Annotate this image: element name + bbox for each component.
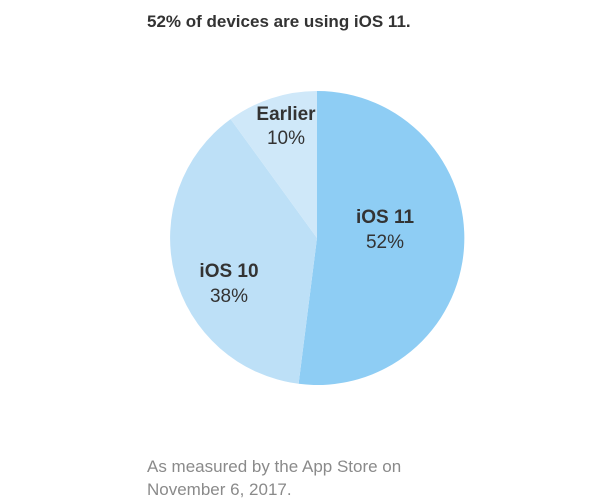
footnote-line1: As measured by the App Store on (147, 457, 402, 476)
slice-earlier (230, 91, 317, 238)
label-ios10-value: 38% (210, 286, 248, 307)
chart-title: 52% of devices are using iOS 11. (147, 12, 411, 31)
slice-ios11 (298, 90, 465, 385)
label-earlier-name: Earlier (256, 104, 316, 125)
label-earlier-value: 10% (267, 128, 305, 149)
label-ios11-value: 52% (366, 232, 404, 253)
slice-ios10 (170, 119, 317, 384)
footnote-line2: November 6, 2017. (147, 480, 292, 499)
footnote: As measured by the App Store on November… (147, 455, 401, 501)
label-ios10-name: iOS 10 (199, 261, 258, 282)
label-ios11-name: iOS 11 (356, 207, 415, 228)
